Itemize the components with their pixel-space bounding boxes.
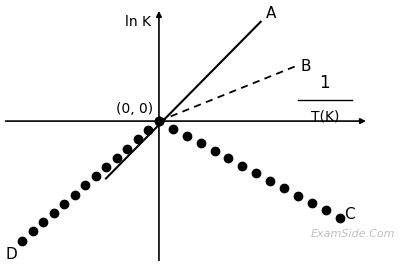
Text: D: D (6, 247, 18, 262)
Text: ln K: ln K (125, 14, 151, 29)
Text: ExamSide.Com: ExamSide.Com (310, 229, 395, 239)
Text: T(K): T(K) (311, 109, 339, 124)
Text: A: A (266, 6, 277, 21)
Text: (0, 0): (0, 0) (116, 102, 153, 116)
Text: C: C (344, 207, 355, 222)
Text: B: B (300, 59, 311, 74)
Text: 1: 1 (319, 74, 330, 92)
